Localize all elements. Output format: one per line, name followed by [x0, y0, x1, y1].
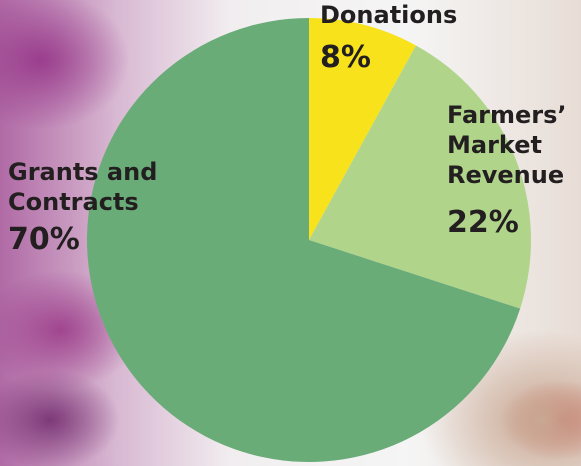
- value-label: 8%: [320, 40, 371, 75]
- slice-label: Farmers’ Market Revenue: [447, 101, 567, 189]
- slice-label: Donations: [320, 1, 458, 29]
- value-label: 22%: [447, 205, 519, 240]
- pie-slice: [87, 18, 521, 462]
- pie-slice: [309, 45, 531, 309]
- value-label: 70%: [8, 222, 80, 257]
- slice-label: Grants and Contracts: [8, 158, 158, 216]
- pie-slice: [309, 18, 416, 240]
